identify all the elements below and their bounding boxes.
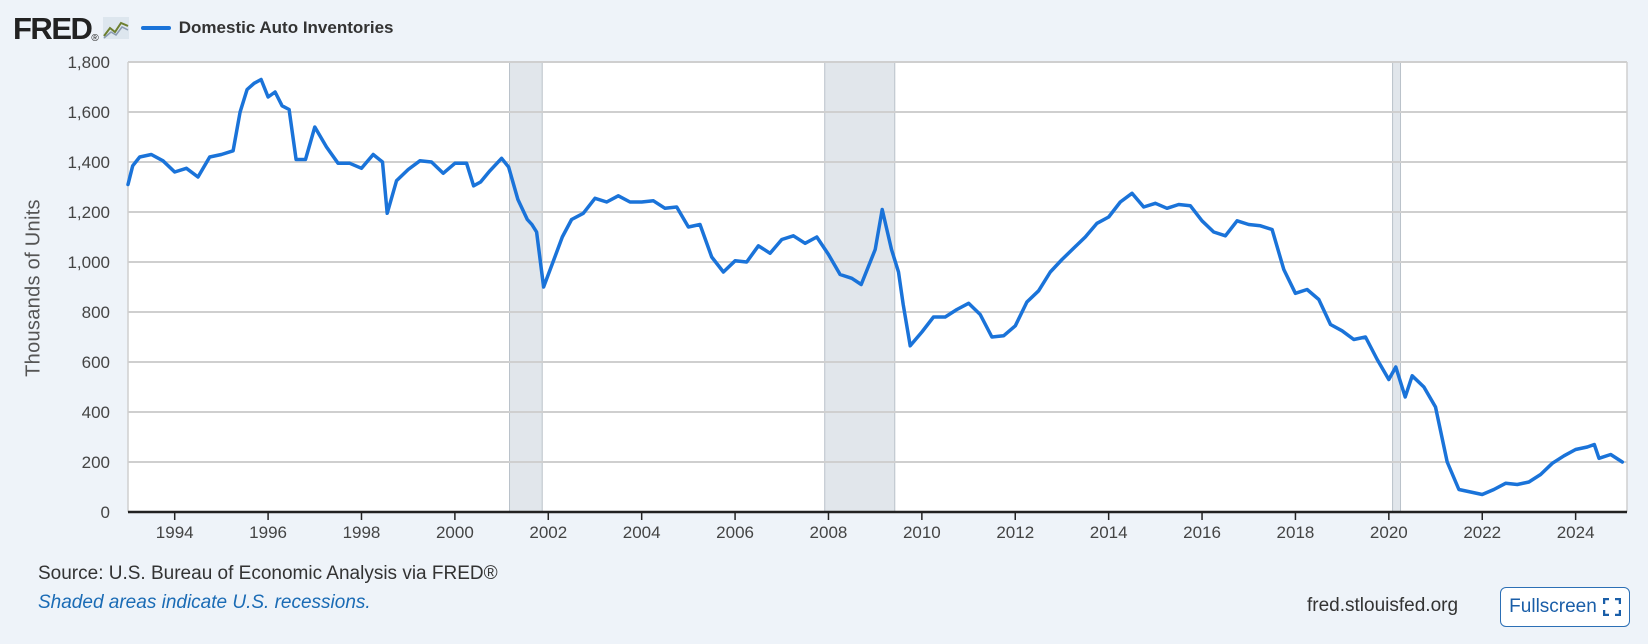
legend-swatch	[140, 26, 171, 30]
gridlines	[127, 61, 1628, 512]
series-layer	[126, 77, 1625, 497]
fred-logo-chart-icon	[102, 17, 129, 39]
y-tick-label: 0	[101, 503, 110, 522]
x-tick-label: 2016	[1183, 523, 1221, 542]
x-tick-labels: 1994 1996 1998 2000 2002 2004 2006 2008 2010 2012…	[156, 523, 1595, 542]
recession-band	[824, 61, 896, 513]
chart-header: FRED® Domestic Auto Inventories	[13, 8, 394, 48]
y-tick-label: 400	[82, 403, 110, 422]
x-tick-label: 2000	[436, 523, 474, 542]
recession-note: Shaded areas indicate U.S. recessions.	[38, 592, 371, 613]
recession-band	[509, 61, 543, 513]
x-tick-label: 2018	[1277, 523, 1315, 542]
x-tick-label: 2022	[1463, 523, 1501, 542]
fullscreen-label: Fullscreen	[1509, 596, 1597, 617]
recession-band	[1392, 61, 1402, 513]
x-tick-label: 2012	[996, 523, 1034, 542]
y-tick-label: 1,600	[67, 103, 110, 122]
x-tick-label: 2008	[810, 523, 848, 542]
fullscreen-icon	[1602, 598, 1621, 616]
site-url[interactable]: fred.stlouisfed.org	[1307, 595, 1459, 616]
x-tick-label: 2002	[529, 523, 567, 542]
registered-mark: ®	[91, 32, 99, 44]
x-tick-label: 2006	[716, 523, 754, 542]
source-note: Source: U.S. Bureau of Economic Analysis…	[38, 563, 498, 584]
series-line-domestic-auto-inventories	[126, 77, 1625, 497]
x-tick-label: 2024	[1557, 523, 1595, 542]
y-tick-label: 200	[82, 453, 110, 472]
fullscreen-button[interactable]: Fullscreen	[1500, 587, 1630, 627]
x-tick-label: 2010	[903, 523, 941, 542]
y-tick-label: 1,000	[67, 253, 110, 272]
y-tick-label: 1,800	[67, 53, 110, 72]
y-tick-label: 800	[82, 303, 110, 322]
x-tick-label: 2020	[1370, 523, 1408, 542]
legend-label: Domestic Auto Inventories	[178, 18, 394, 37]
y-axis-label: Thousands of Units	[22, 199, 45, 377]
x-tick-label: 1996	[249, 523, 287, 542]
x-tick-label: 1994	[156, 523, 194, 542]
x-tick-label: 2014	[1090, 523, 1128, 542]
y-tick-label: 1,400	[67, 153, 110, 172]
y-tick-label: 600	[82, 353, 110, 372]
y-tick-label: 1,200	[67, 203, 110, 222]
chart-legend[interactable]: Domestic Auto Inventories	[140, 18, 394, 38]
chart-area[interactable]: 0 200 400 600 800 1,000 1,200 1,400 1,600 1,800 1…	[0, 0, 1648, 560]
x-tick-label: 2004	[623, 523, 661, 542]
x-tick-label: 1998	[343, 523, 381, 542]
x-axis	[128, 510, 1627, 520]
recession-bands	[509, 61, 1402, 513]
y-tick-labels: 0 200 400 600 800 1,000 1,200 1,400 1,600 1,800	[67, 53, 110, 522]
fred-logo[interactable]: FRED®	[13, 10, 99, 46]
